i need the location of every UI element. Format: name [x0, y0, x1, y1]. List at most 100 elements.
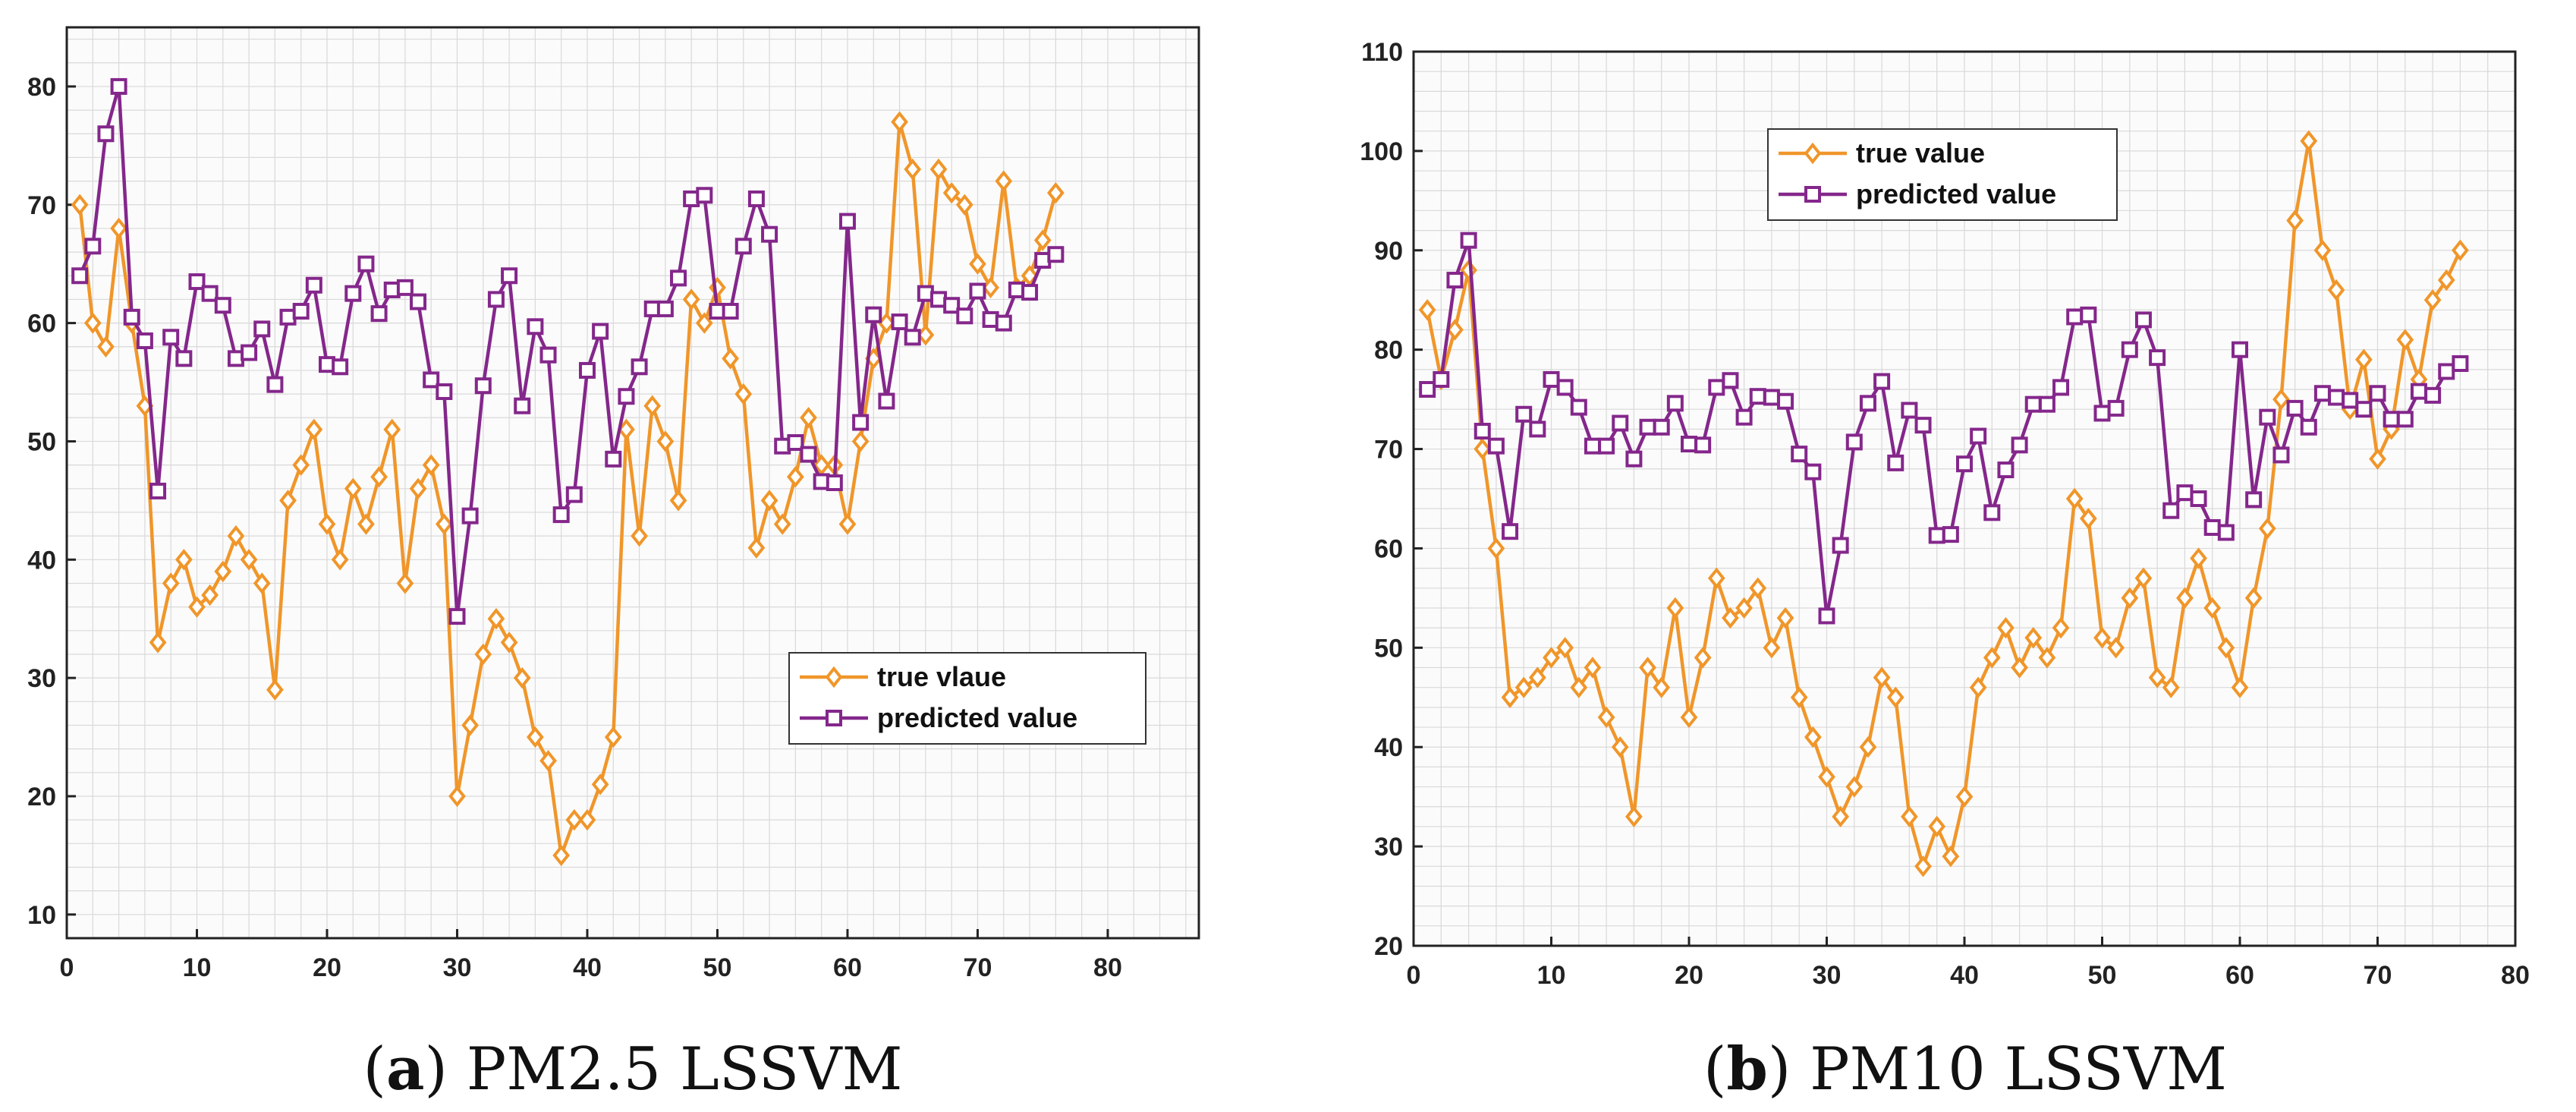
- data-point-true: [1901, 805, 1918, 828]
- data-point-true: [2437, 269, 2455, 291]
- data-point-pred: [266, 376, 284, 393]
- data-point-pred: [2107, 399, 2125, 417]
- data-point-pred: [1818, 607, 1835, 625]
- data-point-pred: [1047, 246, 1065, 263]
- data-point-pred: [1791, 446, 1808, 463]
- data-point-pred: [1901, 402, 1918, 419]
- data-point-pred: [761, 225, 778, 243]
- data-point-pred: [1419, 381, 1436, 398]
- y-tick-label: 100: [1360, 137, 1403, 166]
- data-point-pred: [201, 285, 219, 302]
- data-point-true: [1514, 676, 1533, 698]
- y-tick-label: 70: [27, 191, 56, 220]
- data-point-true: [1790, 686, 1808, 708]
- data-point-true: [2011, 657, 2028, 679]
- data-point-pred: [1598, 437, 1615, 455]
- x-tick-label: 20: [313, 953, 341, 982]
- data-point-pred: [2093, 405, 2111, 422]
- data-point-pred: [2396, 411, 2414, 428]
- data-point-true: [266, 679, 284, 701]
- data-point-true: [305, 418, 323, 441]
- tick-labels-b: 0 10 20 30 40 50 60 70 80 20 30 40 50 60 70 80 90 100 110: [1360, 38, 2530, 990]
- y-tick-label: 50: [1374, 634, 1403, 663]
- data-point-pred: [527, 318, 544, 335]
- data-point-true: [370, 466, 388, 488]
- data-point-pred: [852, 414, 870, 431]
- data-point-pred: [1543, 370, 1560, 388]
- data-point-pred: [1653, 418, 1670, 436]
- data-point-true: [500, 632, 518, 654]
- data-point-pred: [2176, 484, 2194, 502]
- data-point-pred: [175, 350, 193, 367]
- data-point-pred: [2313, 385, 2331, 402]
- data-point-pred: [1997, 461, 2015, 479]
- legend-label-pred: predicted value: [1856, 178, 2056, 209]
- data-point-true: [1942, 845, 1960, 868]
- data-point-true: [1832, 805, 1850, 828]
- data-point-pred: [2162, 502, 2180, 519]
- x-tick-label: 10: [183, 953, 212, 982]
- data-point-true: [1543, 647, 1560, 669]
- data-point-pred: [904, 329, 921, 346]
- data-point-pred: [2383, 411, 2400, 428]
- data-point-true: [162, 572, 180, 594]
- data-point-pred: [552, 506, 570, 524]
- data-point-true: [1804, 726, 1822, 748]
- data-point-true: [995, 170, 1013, 192]
- data-point-pred: [2369, 385, 2386, 402]
- y-tick-label: 80: [27, 73, 56, 102]
- data-point-true: [929, 158, 948, 181]
- data-point-true: [2217, 637, 2235, 659]
- data-point-true: [1556, 637, 1574, 659]
- data-point-pred: [1556, 379, 1574, 396]
- data-point-pred: [241, 344, 258, 361]
- data-point-true: [357, 513, 375, 535]
- data-point-true: [474, 643, 492, 666]
- x-tick-label: 40: [1950, 961, 1979, 990]
- data-point-true: [2313, 239, 2332, 261]
- data-point-true: [2244, 587, 2263, 610]
- data-point-pred: [1804, 463, 1822, 480]
- data-point-true: [1886, 686, 1904, 708]
- data-point-pred: [891, 313, 908, 331]
- data-point-pred: [2066, 308, 2084, 326]
- data-point-true: [1955, 786, 1974, 808]
- chart-panel-b: 0 10 20 30 40 50 60 70 802030405060708090100110 …: [1360, 38, 2530, 1104]
- legend-marker-pred: [1804, 186, 1821, 203]
- series-line-true-b: [1425, 139, 2462, 868]
- data-point-pred: [332, 358, 349, 376]
- data-point-true: [2134, 567, 2153, 589]
- data-point-true: [656, 430, 675, 452]
- data-point-true: [722, 348, 739, 370]
- data-point-true: [2369, 448, 2386, 470]
- data-point-pred: [396, 279, 414, 296]
- data-point-pred: [1529, 421, 1546, 438]
- y-tick-label: 80: [1374, 336, 1403, 365]
- data-point-pred: [747, 190, 765, 207]
- caption-text-a: PM2.5 LSSVM: [448, 1035, 902, 1104]
- data-point-true: [83, 312, 102, 334]
- y-tick-label: 30: [27, 664, 56, 693]
- data-point-true: [461, 714, 479, 736]
- data-point-pred: [2052, 379, 2070, 396]
- y-tick-label: 60: [1374, 534, 1403, 563]
- data-point-true: [1722, 606, 1739, 629]
- data-point-pred: [2342, 392, 2359, 409]
- data-point-pred: [1666, 395, 1684, 412]
- data-point-pred: [2452, 354, 2469, 372]
- data-point-pred: [1446, 272, 1464, 289]
- data-point-true: [435, 513, 453, 535]
- data-point-true: [565, 808, 583, 831]
- plot-frame-a: [65, 26, 1200, 940]
- data-point-true: [2231, 676, 2249, 698]
- legend-b: true value predicted value: [1767, 128, 2118, 221]
- data-point-true: [2286, 209, 2304, 232]
- legend-box: [1767, 128, 2118, 221]
- data-point-pred: [1515, 405, 1533, 423]
- data-point-pred: [1735, 408, 1753, 426]
- data-point-true: [2093, 627, 2111, 649]
- data-point-true: [734, 383, 753, 405]
- legend-label-pred: predicted value: [877, 702, 1077, 733]
- plot-frame-b: [1412, 50, 2517, 947]
